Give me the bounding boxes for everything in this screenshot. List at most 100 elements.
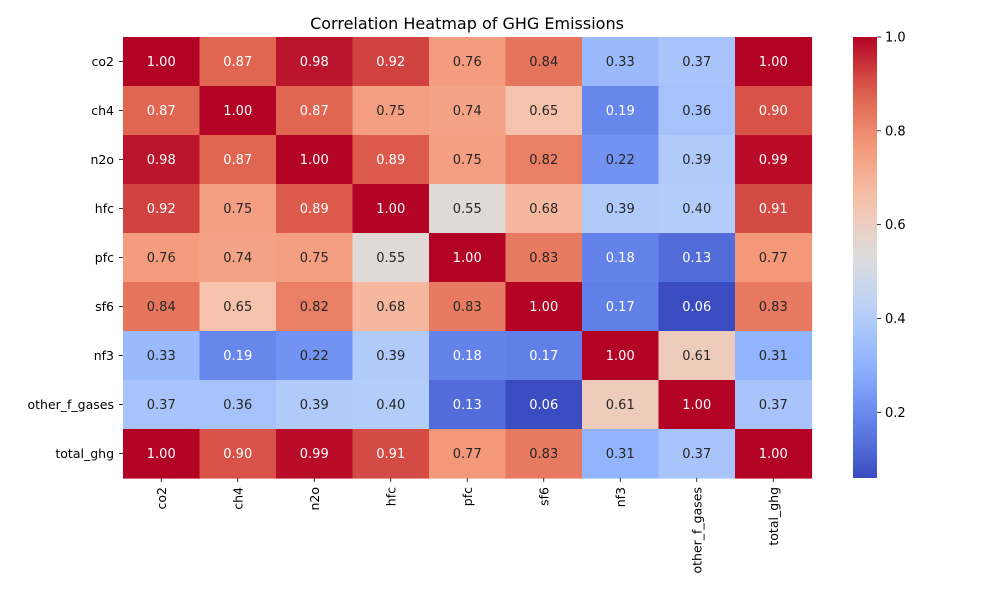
cell-value-label: 0.74 [223, 251, 252, 266]
cell-value-label: 0.31 [759, 349, 788, 364]
heatmap-cell-total_ghg-total_ghg [735, 429, 813, 479]
heatmap-cell-ch4-other_f_gases [658, 86, 736, 136]
cell-value-label: 0.76 [147, 251, 176, 266]
cell-value-label: 0.75 [223, 202, 252, 217]
cell-value-label: 0.98 [147, 153, 176, 168]
heatmap-cell-other_f_gases-sf6 [505, 380, 583, 430]
heatmap-cells: 1.00 0.87 0.98 0.92 0.76 0.84 0.33 0.37 1.00 0.87… [123, 37, 813, 479]
cell-value-label: 0.87 [300, 104, 329, 119]
heatmap-cell-hfc-co2 [123, 184, 201, 234]
heatmap-cell-ch4-co2 [123, 86, 201, 136]
cell-value-label: 0.75 [453, 153, 482, 168]
heatmap-cell-co2-ch4 [199, 37, 277, 87]
cell-value-label: 0.33 [147, 349, 176, 364]
heatmap-cell-pfc-sf6 [505, 233, 583, 283]
heatmap-cell-co2-nf3 [582, 37, 660, 87]
cell-value-label: 0.31 [606, 447, 635, 462]
colorbar-tick-label: 0.4 [885, 312, 906, 327]
heatmap-cell-nf3-nf3 [582, 331, 660, 381]
heatmap-cell-ch4-ch4 [199, 86, 277, 136]
heatmap-cell-hfc-nf3 [582, 184, 660, 234]
row-tick-label-sf6: sf6 [95, 299, 114, 314]
cell-value-label: 0.68 [376, 300, 405, 315]
cell-value-label: 0.84 [147, 300, 176, 315]
cell-value-label: 0.33 [606, 55, 635, 70]
heatmap-cell-n2o-sf6 [505, 135, 583, 185]
heatmap-cell-other_f_gases-co2 [123, 380, 201, 430]
cell-value-label: 0.83 [529, 251, 558, 266]
cell-value-label: 0.90 [223, 447, 252, 462]
cell-value-label: 1.00 [759, 55, 788, 70]
heatmap-cell-total_ghg-sf6 [505, 429, 583, 479]
row-tick-label-hfc: hfc [95, 201, 114, 216]
colorbar-gradient [853, 37, 877, 478]
row-tick-label-n2o: n2o [90, 152, 114, 167]
heatmap-cell-sf6-sf6 [505, 282, 583, 332]
cell-value-label: 0.39 [682, 153, 711, 168]
cell-value-label: 0.82 [300, 300, 329, 315]
heatmap-cell-ch4-pfc [429, 86, 507, 136]
heatmap-cell-other_f_gases-total_ghg [735, 380, 813, 430]
heatmap-cell-other_f_gases-nf3 [582, 380, 660, 430]
cell-value-label: 0.61 [606, 398, 635, 413]
cell-value-label: 0.55 [376, 251, 405, 266]
heatmap-cell-other_f_gases-hfc [352, 380, 430, 430]
cell-value-label: 0.65 [223, 300, 252, 315]
cell-value-label: 1.00 [147, 55, 176, 70]
cell-value-label: 0.84 [529, 55, 558, 70]
cell-value-label: 0.87 [223, 153, 252, 168]
heatmap-cell-hfc-n2o [276, 184, 354, 234]
heatmap-cell-sf6-pfc [429, 282, 507, 332]
cell-value-label: 0.06 [682, 300, 711, 315]
heatmap-cell-total_ghg-n2o [276, 429, 354, 479]
cell-value-label: 1.00 [529, 300, 558, 315]
column-tick-label-pfc: pfc [460, 487, 475, 506]
heatmap-cell-ch4-total_ghg [735, 86, 813, 136]
column-tick-label-nf3: nf3 [613, 487, 628, 507]
heatmap-cell-nf3-pfc [429, 331, 507, 381]
cell-value-label: 1.00 [376, 202, 405, 217]
heatmap-cell-sf6-ch4 [199, 282, 277, 332]
cell-value-label: 0.83 [759, 300, 788, 315]
row-tick-label-ch4: ch4 [91, 103, 114, 118]
cell-value-label: 0.22 [606, 153, 635, 168]
heatmap-cell-nf3-n2o [276, 331, 354, 381]
heatmap-cell-pfc-pfc [429, 233, 507, 283]
cell-value-label: 0.76 [453, 55, 482, 70]
heatmap-cell-co2-sf6 [505, 37, 583, 87]
heatmap-cell-n2o-co2 [123, 135, 201, 185]
column-tick-label-total_ghg: total_ghg [766, 487, 781, 546]
heatmap-cell-ch4-hfc [352, 86, 430, 136]
cell-value-label: 0.18 [453, 349, 482, 364]
heatmap-cell-co2-pfc [429, 37, 507, 87]
heatmap-cell-pfc-n2o [276, 233, 354, 283]
cell-value-label: 0.87 [223, 55, 252, 70]
cell-value-label: 0.91 [376, 447, 405, 462]
chart-title: Correlation Heatmap of GHG Emissions [310, 14, 624, 33]
heatmap-cell-sf6-hfc [352, 282, 430, 332]
heatmap-cell-nf3-other_f_gases [658, 331, 736, 381]
heatmap-cell-n2o-ch4 [199, 135, 277, 185]
cell-value-label: 0.17 [529, 349, 558, 364]
heatmap-cell-total_ghg-nf3 [582, 429, 660, 479]
row-tick-label-other_f_gases: other_f_gases [27, 397, 114, 412]
cell-value-label: 1.00 [147, 447, 176, 462]
row-tick-labels: co2 ch4 n2o hfc pfc sf6 nf3 other_f_gases total_… [27, 54, 123, 461]
cell-value-label: 0.75 [300, 251, 329, 266]
cell-value-label: 0.17 [606, 300, 635, 315]
cell-value-label: 0.36 [223, 398, 252, 413]
heatmap-cell-n2o-other_f_gases [658, 135, 736, 185]
heatmap-cell-ch4-nf3 [582, 86, 660, 136]
cell-value-label: 0.13 [453, 398, 482, 413]
heatmap-cell-hfc-pfc [429, 184, 507, 234]
column-tick-label-hfc: hfc [383, 487, 398, 506]
heatmap-cell-nf3-sf6 [505, 331, 583, 381]
column-tick-label-n2o: n2o [307, 487, 322, 511]
cell-value-label: 0.37 [147, 398, 176, 413]
heatmap-cell-nf3-hfc [352, 331, 430, 381]
cell-value-label: 0.68 [529, 202, 558, 217]
cell-value-label: 0.98 [300, 55, 329, 70]
heatmap-cell-pfc-hfc [352, 233, 430, 283]
colorbar-tick-label: 0.6 [885, 218, 906, 233]
heatmap-cell-hfc-hfc [352, 184, 430, 234]
